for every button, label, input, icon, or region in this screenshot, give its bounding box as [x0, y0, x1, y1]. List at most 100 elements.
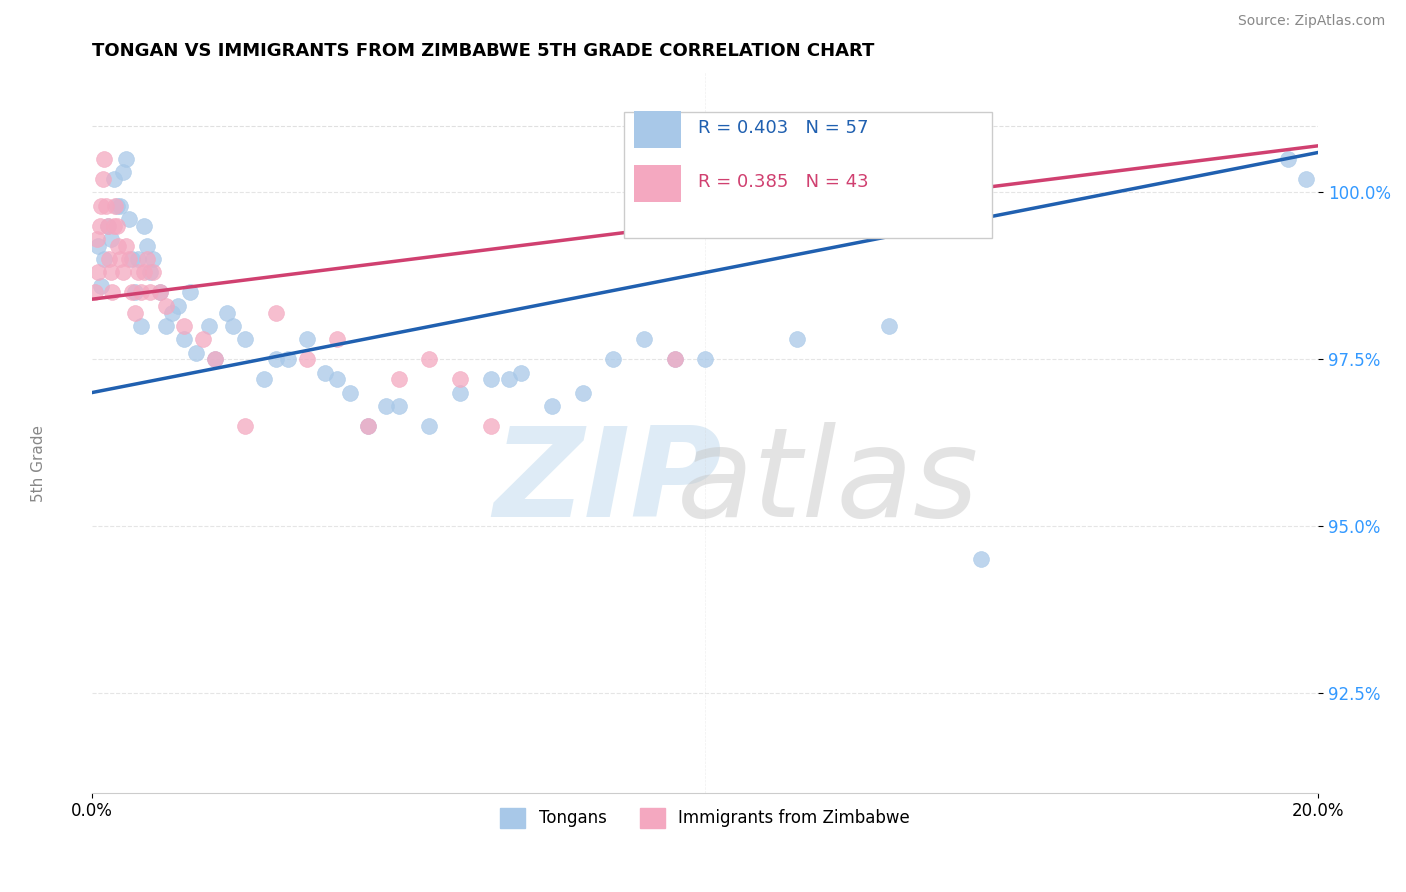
Point: [118, 252, 141, 267]
Point: [339, 385, 361, 400]
Point: [136, 252, 159, 267]
Point: [235, 418, 257, 433]
Point: [86, 232, 108, 246]
Point: [253, 372, 276, 386]
Point: [121, 285, 143, 300]
Point: [134, 265, 156, 279]
Point: [96, 219, 118, 233]
Point: [173, 332, 195, 346]
Point: [877, 318, 900, 333]
Point: [510, 366, 533, 380]
Point: [204, 352, 226, 367]
Point: [96, 219, 118, 233]
Point: [127, 265, 149, 279]
Point: [91, 172, 114, 186]
Point: [571, 385, 593, 400]
Point: [235, 332, 257, 346]
Point: [142, 252, 165, 267]
Point: [118, 212, 141, 227]
Point: [357, 418, 380, 433]
Point: [375, 399, 398, 413]
Text: R = 0.385   N = 43: R = 0.385 N = 43: [697, 173, 869, 191]
Point: [93, 252, 115, 267]
Point: [197, 318, 219, 333]
Point: [127, 252, 149, 267]
Point: [970, 552, 993, 566]
Point: [418, 352, 440, 367]
Text: 5th Grade: 5th Grade: [31, 425, 46, 502]
Point: [388, 399, 411, 413]
Bar: [634, 111, 681, 148]
Point: [139, 285, 162, 300]
Point: [124, 285, 146, 300]
Point: [104, 199, 127, 213]
Point: [103, 172, 125, 186]
Point: [111, 165, 134, 179]
Point: [295, 332, 318, 346]
Point: [173, 318, 195, 333]
Point: [602, 352, 624, 367]
Point: [124, 305, 146, 319]
Point: [264, 352, 287, 367]
Point: [87, 239, 110, 253]
Point: [186, 345, 208, 359]
Point: [664, 352, 686, 367]
Point: [89, 219, 111, 233]
Point: [295, 352, 318, 367]
Point: [664, 352, 686, 367]
Point: [142, 265, 165, 279]
Point: [115, 239, 138, 253]
Point: [388, 372, 411, 386]
Text: Source: ZipAtlas.com: Source: ZipAtlas.com: [1237, 14, 1385, 28]
Point: [204, 352, 226, 367]
Point: [111, 265, 134, 279]
Point: [498, 372, 520, 386]
Point: [149, 285, 172, 300]
Point: [115, 152, 138, 166]
Point: [136, 239, 159, 253]
Point: [139, 265, 162, 279]
Point: [108, 199, 131, 213]
Point: [191, 332, 214, 346]
Point: [93, 152, 115, 166]
Point: [98, 252, 121, 267]
Point: [155, 299, 177, 313]
Point: [326, 372, 349, 386]
Point: [105, 219, 128, 233]
Legend: Tongans, Immigrants from Zimbabwe: Tongans, Immigrants from Zimbabwe: [494, 801, 917, 835]
Point: [107, 239, 129, 253]
Text: R = 0.403   N = 57: R = 0.403 N = 57: [697, 120, 869, 137]
Point: [418, 418, 440, 433]
Point: [90, 278, 112, 293]
Point: [129, 318, 152, 333]
Point: [108, 252, 131, 267]
Point: [479, 372, 502, 386]
Point: [264, 305, 287, 319]
Point: [160, 305, 183, 319]
Point: [786, 332, 808, 346]
Point: [179, 285, 201, 300]
Point: [695, 352, 717, 367]
Point: [1277, 152, 1299, 166]
Point: [87, 265, 110, 279]
Point: [101, 285, 124, 300]
Point: [105, 199, 128, 213]
Point: [134, 219, 156, 233]
Point: [167, 299, 190, 313]
Point: [129, 285, 152, 300]
Point: [100, 232, 122, 246]
Point: [1295, 172, 1317, 186]
Bar: [634, 165, 681, 202]
Point: [90, 199, 112, 213]
Point: [541, 399, 564, 413]
Point: [94, 199, 117, 213]
Point: [121, 252, 143, 267]
Point: [633, 332, 655, 346]
Point: [277, 352, 299, 367]
Point: [149, 285, 172, 300]
Point: [84, 285, 107, 300]
Point: [100, 265, 122, 279]
Point: [449, 372, 471, 386]
Point: [215, 305, 238, 319]
Point: [326, 332, 349, 346]
